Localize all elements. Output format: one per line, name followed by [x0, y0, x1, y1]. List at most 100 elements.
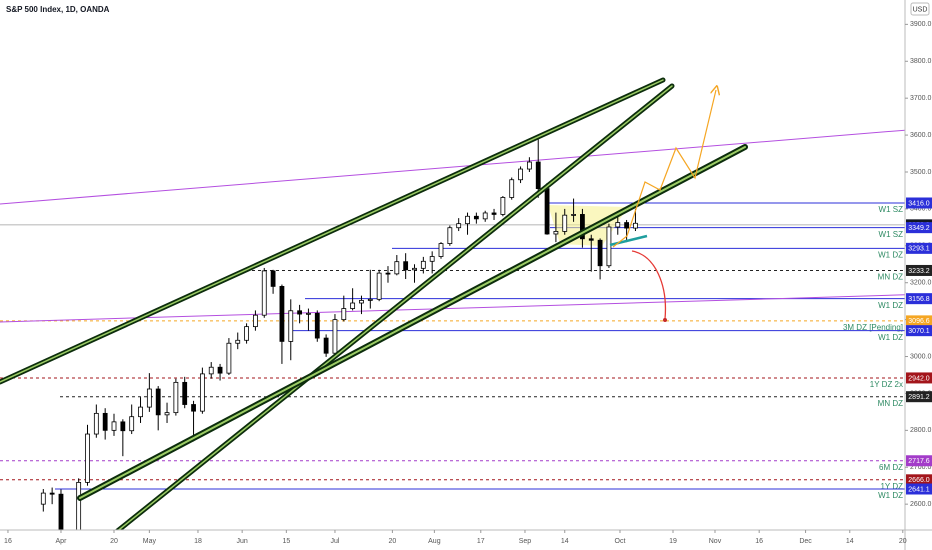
candle-body — [553, 231, 559, 235]
x-tick-label: Jun — [237, 538, 248, 545]
x-tick-label: 19 — [669, 538, 677, 545]
candle-body — [129, 416, 135, 432]
candle-body — [217, 366, 223, 374]
level-label: W1 DZ — [878, 301, 903, 310]
candle-body — [394, 261, 400, 275]
candles — [40, 139, 638, 530]
candle-body — [235, 339, 241, 344]
candle-body — [288, 310, 294, 342]
price-tag-label: 2641.1 — [908, 486, 930, 493]
candle-body — [465, 215, 470, 225]
candle-body — [509, 179, 515, 198]
y-tick-label: 3500.0 — [910, 169, 932, 176]
y-tick-label: 2800.0 — [910, 427, 932, 434]
drop-arrow — [631, 250, 667, 320]
y-tick-label: 3000.0 — [910, 353, 932, 360]
candle-body — [191, 404, 196, 412]
candle-body — [102, 412, 108, 431]
x-tick-label: 14 — [846, 538, 854, 545]
price-tag — [906, 242, 932, 254]
candle-body — [526, 161, 532, 170]
level-label: W1 DZ — [878, 250, 903, 259]
x-tick-label: May — [143, 538, 157, 545]
x-tick-label: 15 — [282, 538, 290, 545]
level-label: MN DZ — [878, 273, 903, 282]
y-tick-label: 3800.0 — [910, 58, 932, 65]
price-tag — [906, 197, 932, 209]
candle-body — [420, 260, 426, 269]
candle-body — [261, 270, 267, 316]
candle-body — [40, 492, 46, 505]
y-tick-label: 3200.0 — [910, 280, 932, 287]
candle-body — [341, 308, 347, 321]
x-tick-label: Jul — [330, 538, 339, 545]
level-label: W1 DZ — [878, 333, 903, 342]
price-tag — [906, 264, 932, 276]
price-tag-label: 3349.2 — [908, 225, 930, 232]
candle-body — [615, 222, 621, 228]
candle-body — [367, 298, 373, 301]
price-tag-label: 3293.1 — [908, 246, 930, 253]
x-tick-label: Oct — [615, 538, 626, 545]
level-label: 1Y DZ — [880, 482, 903, 491]
x-tick-label: Sep — [519, 538, 532, 545]
candle-body — [182, 381, 188, 405]
price-tag-label: 3156.8 — [908, 296, 930, 303]
currency-box — [910, 2, 930, 16]
channel-line — [79, 146, 746, 499]
y-tick-label: 3700.0 — [910, 95, 932, 102]
y-tick-label: 2700.0 — [910, 464, 932, 471]
neckline — [609, 234, 648, 247]
candle-body — [199, 373, 205, 412]
level-label: W1 SZ — [879, 205, 904, 214]
candle-body — [306, 312, 311, 315]
candle-body — [270, 270, 276, 287]
price-tag-label: 2891.2 — [908, 394, 930, 401]
level-label: 6M DZ — [879, 463, 903, 472]
candle-body — [85, 433, 90, 483]
candle-body — [597, 239, 603, 267]
trend-line — [0, 129, 905, 205]
candle-body — [76, 481, 82, 530]
x-tick-label: 16 — [755, 538, 763, 545]
candle-body — [447, 227, 453, 244]
candle-body — [138, 406, 143, 418]
x-tick-label: Nov — [709, 538, 722, 545]
price-tag — [906, 483, 932, 495]
price-tag-label: 2942.0 — [908, 375, 930, 382]
y-tick-label: 3400.0 — [910, 206, 932, 213]
price-tag — [906, 325, 932, 337]
candle-body — [146, 388, 152, 408]
price-tag — [906, 455, 932, 467]
candle-body — [208, 366, 214, 375]
candle-body — [606, 226, 612, 267]
x-tick-label: 14 — [561, 538, 569, 545]
candle-body — [571, 214, 576, 216]
candle-body — [580, 214, 585, 240]
x-tick-label: 20 — [899, 538, 907, 545]
candle-body — [535, 161, 541, 190]
candle-body — [297, 310, 303, 315]
candle-body — [588, 238, 594, 241]
y-tick-label: 2600.0 — [910, 501, 932, 508]
candle-body — [456, 223, 462, 229]
axes: 2600.02700.02800.02900.03000.03100.03200… — [4, 21, 931, 545]
x-tick-label: 18 — [194, 538, 202, 545]
price-tag-label: 3070.1 — [908, 328, 930, 335]
candle-body — [350, 302, 356, 309]
candle-body — [155, 388, 161, 416]
candle-body — [164, 412, 170, 416]
candle-body — [438, 243, 444, 257]
price-tag — [906, 293, 932, 305]
channel-line — [117, 85, 673, 530]
drop-target — [663, 318, 667, 322]
candle-body — [332, 319, 338, 354]
candle-body — [633, 222, 638, 229]
channel-lines — [0, 77, 748, 530]
x-tick-label: 17 — [477, 538, 485, 545]
level-label: 3M DZ [Pending] — [843, 323, 903, 332]
candle-body — [500, 197, 506, 215]
candle-body — [403, 261, 409, 271]
candle-body — [376, 272, 382, 300]
